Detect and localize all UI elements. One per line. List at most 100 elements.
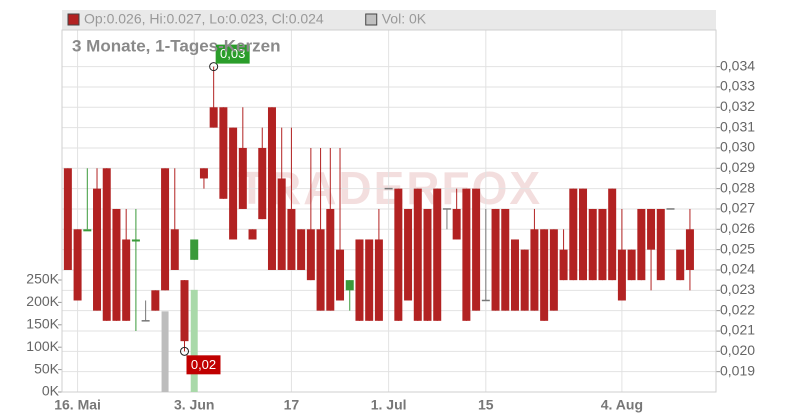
candle-body	[588, 208, 597, 281]
candle-body	[326, 208, 335, 311]
candle-body	[267, 107, 276, 270]
candle-body	[122, 239, 131, 321]
candle-body	[180, 280, 189, 342]
annotation-label: 0,02	[191, 357, 216, 372]
y-tick-label: 0,019	[720, 362, 755, 378]
y2-tick-label: 0K	[42, 383, 60, 399]
candle-body	[229, 127, 238, 240]
annotation-box	[186, 355, 221, 375]
y-tick-label: 0,024	[720, 261, 755, 277]
candle-body	[598, 208, 607, 281]
y2-tick-label: 50K	[34, 360, 60, 376]
x-tick-label: 3. Jun	[174, 397, 214, 413]
y-tick-label: 0,023	[720, 281, 755, 297]
candle-body	[442, 208, 451, 210]
candle-body	[73, 229, 82, 301]
candle-body	[520, 249, 529, 311]
volume-bar	[190, 289, 198, 392]
x-tick-label: 17	[284, 397, 300, 413]
candle-body	[336, 249, 345, 301]
candle-body	[394, 188, 403, 321]
candle-body	[433, 188, 442, 321]
candle-body	[501, 208, 510, 311]
candle-body	[170, 229, 179, 270]
candle-body	[316, 229, 325, 311]
extreme-marker	[209, 62, 219, 72]
y-tick-label: 0,031	[720, 118, 755, 134]
y-tick-label: 0,027	[720, 200, 755, 216]
x-tick-label: 4. Aug	[601, 397, 643, 413]
y-tick-label: 0,021	[720, 322, 755, 338]
candle-body	[549, 229, 558, 311]
candle-body	[306, 229, 315, 281]
y2-tick-label: 200K	[26, 293, 59, 309]
candle-body	[608, 188, 617, 281]
candle-body	[559, 249, 568, 281]
annotation-label: 0,03	[220, 46, 245, 61]
x-tick-label: 16. Mai	[54, 397, 101, 413]
candle-body	[413, 188, 422, 321]
candle-body	[569, 188, 578, 281]
candle-body	[462, 188, 471, 321]
candle-body	[151, 290, 160, 311]
candle-body	[190, 239, 199, 260]
chart-title: 3 Monate, 1-Tages-Kerzen	[72, 36, 280, 55]
candle-body	[617, 249, 626, 301]
candle-body	[666, 208, 675, 210]
candle-body	[530, 229, 539, 311]
y-tick-label: 0,026	[720, 220, 755, 236]
candle-body	[258, 147, 267, 220]
plot-frame	[61, 29, 717, 393]
volume-bar	[161, 311, 169, 392]
annotation-box	[215, 44, 250, 64]
y-tick-label: 0,025	[720, 240, 755, 256]
y-tick-label: 0,033	[720, 78, 755, 94]
y2-tick-label: 250K	[26, 271, 59, 287]
candle-body	[384, 187, 393, 190]
legend-swatch	[365, 13, 378, 26]
y-tick-label: 0,030	[720, 139, 755, 155]
candle-body	[161, 168, 170, 291]
candle-body	[404, 208, 413, 301]
candle-body	[656, 208, 665, 281]
candle-body	[685, 229, 694, 270]
candle-body	[472, 188, 481, 311]
candle-body	[287, 208, 296, 270]
candle-body	[345, 280, 354, 291]
candle-body	[238, 147, 247, 209]
candle-body	[627, 249, 636, 281]
candle-body	[423, 208, 432, 321]
extreme-marker	[180, 346, 189, 356]
candle-body	[481, 299, 490, 302]
candle-body	[248, 229, 257, 240]
legend-label: Op:0.026, Hi:0.027, Lo:0.023, Cl:0.024	[84, 11, 324, 27]
candle-body	[131, 239, 140, 242]
candle-body	[83, 229, 92, 232]
candle-body	[355, 239, 364, 321]
candle-body	[297, 229, 306, 270]
y2-tick-label: 100K	[26, 338, 59, 354]
candle-body	[141, 320, 150, 322]
candle-body	[219, 107, 228, 199]
candle-body	[102, 168, 111, 321]
legend-label: Vol: 0K	[382, 11, 427, 27]
candle-body	[510, 239, 519, 311]
candle-body	[491, 208, 500, 311]
candle-body	[647, 208, 656, 250]
y-tick-label: 0,020	[720, 342, 755, 358]
y-tick-label: 0,032	[720, 98, 755, 114]
candle-body	[374, 239, 383, 321]
candle-body	[63, 168, 72, 270]
candle-body	[540, 229, 549, 321]
x-tick-label: 15	[478, 397, 494, 413]
y-tick-label: 0,034	[720, 57, 755, 73]
candle-body	[365, 239, 374, 321]
x-tick-label: 1. Jul	[371, 397, 407, 413]
candle-body	[579, 188, 588, 281]
legend-bar	[62, 10, 716, 30]
y2-tick-label: 150K	[26, 316, 59, 332]
legend-swatch	[67, 13, 80, 26]
y-tick-label: 0,028	[720, 179, 755, 195]
candle-body	[452, 208, 461, 240]
